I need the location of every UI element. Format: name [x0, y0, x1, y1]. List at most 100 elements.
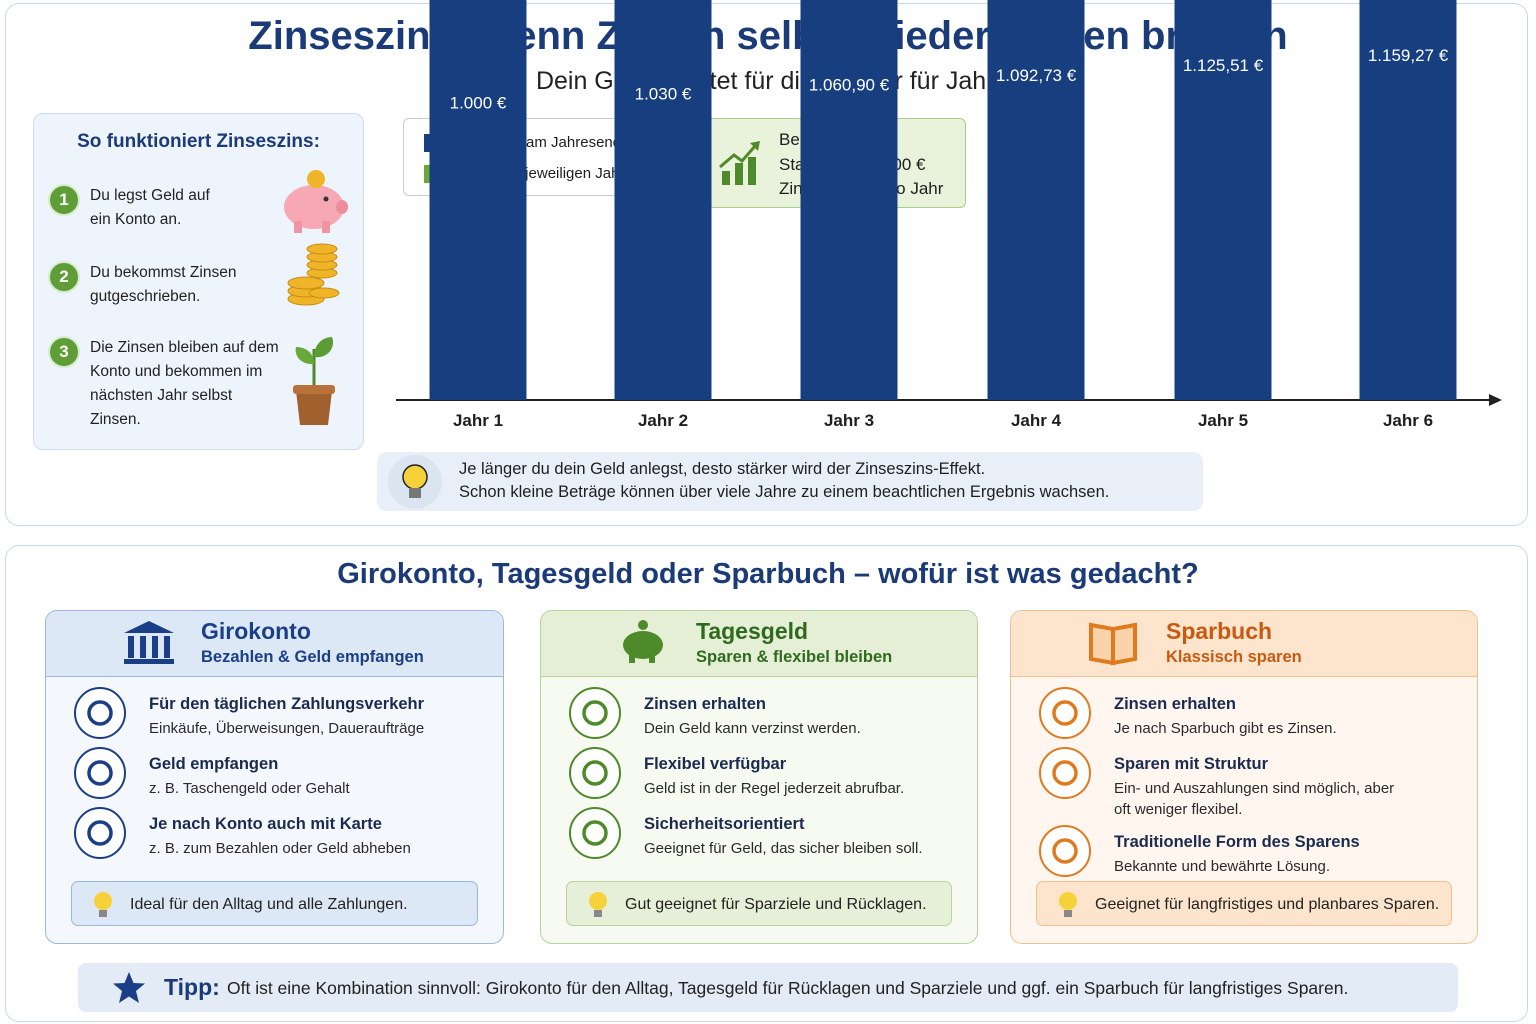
- x-tick-label: Jahr 1: [453, 411, 503, 430]
- card-icon: [619, 619, 671, 674]
- step-text: Du legst Geld auf ein Konto an.: [90, 187, 210, 228]
- card-header: Girokonto Bezahlen & Geld empfangen: [46, 611, 503, 677]
- item-text: Je nach Sparbuch gibt es Zinsen.: [1114, 720, 1337, 737]
- note-bulb: [1055, 890, 1081, 938]
- bar-label: 1.030 €: [635, 85, 692, 104]
- star-icon: [113, 972, 145, 1003]
- x-tick-label: Jahr 4: [1011, 411, 1062, 430]
- item-title: Je nach Konto auch mit Karte: [149, 815, 382, 833]
- item-title: Traditionelle Form des Sparens: [1114, 833, 1360, 851]
- item-icon: [569, 807, 623, 866]
- step-number: 3: [48, 336, 80, 368]
- account-card: Sparbuch Klassisch sparen Zinsen erhalten J…: [1010, 610, 1478, 944]
- account-card: Girokonto Bezahlen & Geld empfangen Für de…: [45, 610, 504, 944]
- bar-label: 1.060,90 €: [809, 75, 890, 94]
- item-icon-svg: [1039, 825, 1091, 877]
- item-icon: [74, 807, 126, 859]
- item-title: Sparen mit Struktur: [1114, 755, 1269, 773]
- bulb-svg: [589, 892, 607, 917]
- card-note: Gut geeignet für Sparziele und Rücklagen…: [566, 881, 952, 926]
- step-text: Die Zinsen bleiben auf dem Konto und bek…: [90, 339, 279, 428]
- item-icon: [569, 747, 621, 799]
- bulb-svg: [1059, 892, 1077, 917]
- item-icon: [569, 747, 623, 806]
- x-tick-label: Jahr 2: [638, 411, 688, 430]
- x-tick-label: Jahr 3: [824, 411, 874, 430]
- coins-icon: [287, 243, 340, 306]
- card-subtitle: Sparen & flexibel bleiben: [696, 648, 893, 666]
- bar-label: 1.159,27 €: [1368, 46, 1449, 65]
- item-title: Für den täglichen Zahlungsverkehr: [149, 695, 425, 713]
- item-icon-svg: [74, 807, 126, 859]
- item-icon: [74, 687, 126, 739]
- note-text: Geeignet für langfristiges und planbares…: [1095, 896, 1440, 913]
- bar-segment: [987, 0, 1085, 400]
- note-text: Gut geeignet für Sparziele und Rücklagen…: [625, 896, 927, 913]
- bar-segment: [800, 0, 898, 401]
- steps-title: So funktioniert Zinseszins:: [77, 131, 320, 152]
- card-title: Tagesgeld: [696, 618, 809, 644]
- item-icon: [569, 687, 623, 746]
- main-title: Zinseszins: Wenn Zinsen selbst wieder Zi…: [248, 14, 1288, 58]
- step-icons: [284, 170, 348, 425]
- item-icon-svg: [1039, 687, 1091, 739]
- book-icon: [1089, 622, 1137, 666]
- plant-icon: [293, 337, 335, 425]
- section-title: Girokonto, Tagesgeld oder Sparbuch – wof…: [337, 558, 1199, 590]
- item-icon-svg: [1039, 747, 1091, 799]
- item-title: Zinsen erhalten: [1114, 695, 1236, 713]
- card-subtitle: Bezahlen & Geld empfangen: [201, 648, 424, 666]
- card-note: Ideal für den Alltag und alle Zahlungen.: [71, 881, 478, 926]
- bar-label: 1.125,51 €: [1183, 56, 1264, 75]
- item-icon: [74, 687, 128, 746]
- x-tick-label: Jahr 6: [1383, 411, 1433, 430]
- item-icon: [74, 807, 128, 866]
- item-text: Geld ist in der Regel jederzeit abrufbar…: [644, 780, 905, 797]
- card-subtitle: Klassisch sparen: [1166, 648, 1302, 666]
- item-icon-svg: [569, 807, 621, 859]
- bulb-svg: [94, 892, 112, 917]
- item-icon: [569, 807, 621, 859]
- item-icon: [74, 747, 126, 799]
- card-icon-svg: [124, 621, 174, 664]
- card-title: Sparbuch: [1166, 618, 1273, 644]
- item-title: Flexibel verfügbar: [644, 755, 787, 773]
- item-icon-svg: [74, 687, 126, 739]
- item-icon-svg: [74, 747, 126, 799]
- bar-label: 1.092,73 €: [996, 66, 1077, 85]
- note-text: Ideal für den Alltag und alle Zahlungen.: [130, 896, 408, 913]
- tip-label: Tipp:: [164, 974, 220, 1000]
- item-icon: [1039, 687, 1093, 746]
- item-text: Einkäufe, Überweisungen, Daueraufträge: [149, 720, 425, 737]
- card-icon-svg: [623, 620, 663, 663]
- axis-arrow: [1489, 394, 1502, 406]
- piggy-icon: [284, 170, 348, 233]
- item-title: Geld empfangen: [149, 755, 279, 773]
- card-icon-svg: [1089, 622, 1137, 666]
- card-icon: [124, 619, 176, 674]
- bar-label: 1.000 €: [450, 93, 507, 112]
- item-text: z. B. zum Bezahlen oder Geld abheben: [149, 840, 411, 857]
- step-number: 2: [48, 261, 80, 293]
- bar-segment: [1359, 0, 1457, 400]
- growth-icon: [719, 141, 760, 185]
- item-icon: [74, 747, 128, 806]
- item-icon: [1039, 747, 1093, 806]
- bank-icon: [124, 621, 174, 664]
- subtitle: Dein Geld arbeitet für dich – Jahr für J…: [535, 67, 1001, 95]
- hint-line: Schon kleine Beträge können über viele J…: [459, 483, 1110, 501]
- account-card: Tagesgeld Sparen & flexibel bleiben Zinsen…: [540, 610, 978, 944]
- hint-line: Je länger du dein Geld anlegst, desto st…: [459, 460, 986, 478]
- card-header: Sparbuch Klassisch sparen: [1011, 611, 1477, 677]
- tip-bar: Tipp: Oft ist eine Kombination sinnvoll:…: [78, 963, 1458, 1012]
- item-text: Ein- und Auszahlungen sind möglich, aber…: [1114, 780, 1395, 818]
- bar-segment: [614, 0, 712, 400]
- card-header: Tagesgeld Sparen & flexibel bleiben: [541, 611, 977, 677]
- card-title: Girokonto: [201, 618, 311, 644]
- item-icon: [1039, 687, 1091, 739]
- card-icon: [1089, 619, 1141, 674]
- item-icon: [1039, 825, 1091, 877]
- chart: 1.000 €30 €1.030 €Jahr 11.030 €30,90 €1.…: [396, 0, 1502, 430]
- item-text: Bekannte und bewährte Lösung.: [1114, 858, 1330, 875]
- item-title: Zinsen erhalten: [644, 695, 766, 713]
